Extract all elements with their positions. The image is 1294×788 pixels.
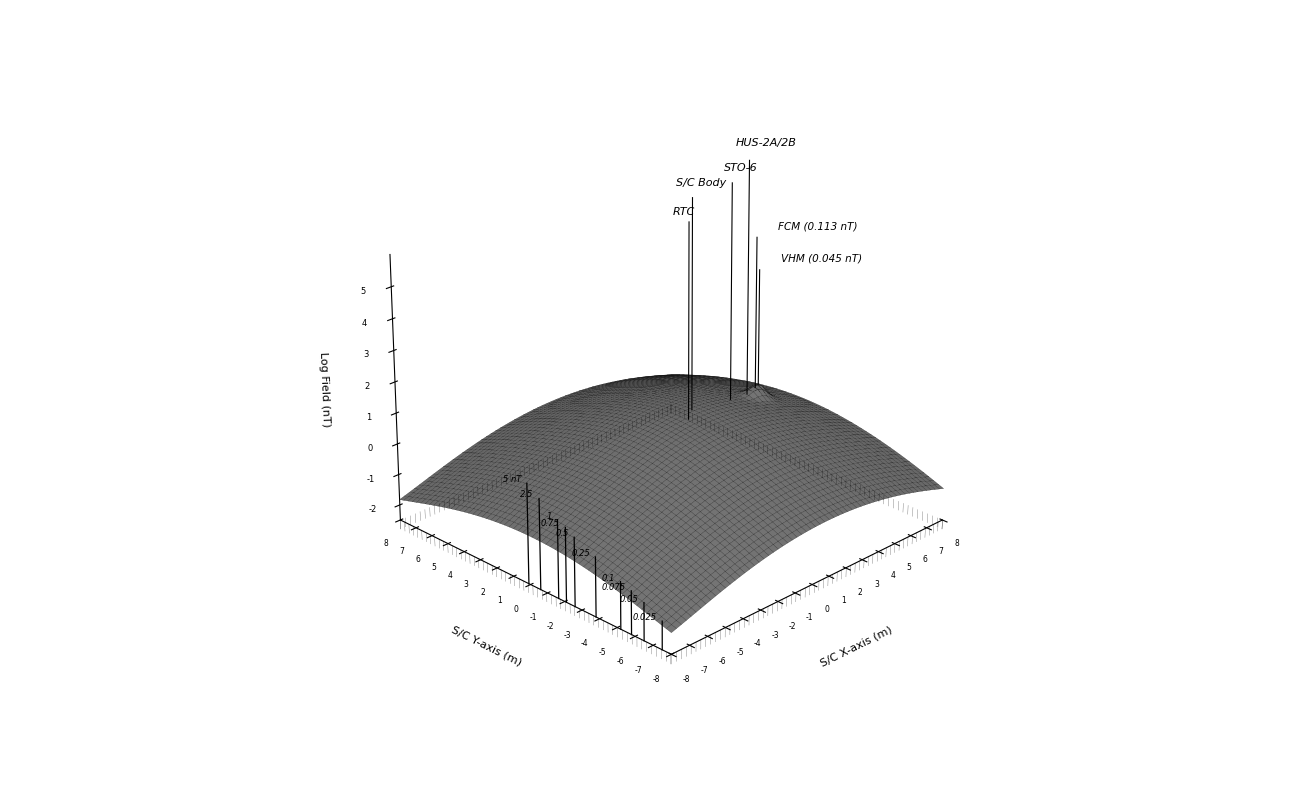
Y-axis label: S/C Y-axis (m): S/C Y-axis (m) [449, 624, 523, 667]
X-axis label: S/C X-axis (m): S/C X-axis (m) [819, 624, 894, 668]
